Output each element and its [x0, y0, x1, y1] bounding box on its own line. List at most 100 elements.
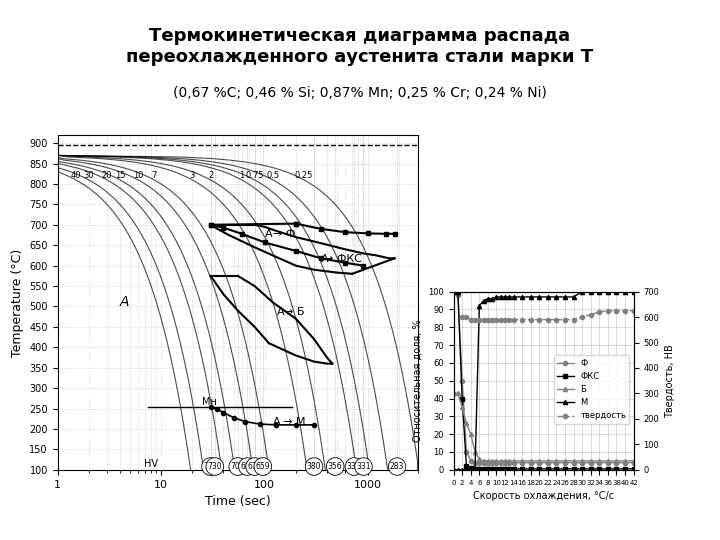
- Ф: [454, 292, 462, 299]
- твердость: [462, 314, 471, 320]
- М: [518, 294, 526, 300]
- Text: → М: → М: [283, 417, 305, 427]
- Ф: [603, 460, 612, 466]
- М: [467, 467, 475, 473]
- твердость: [612, 307, 621, 314]
- твердость: [526, 316, 535, 323]
- М: [535, 294, 544, 300]
- твердость: [475, 316, 484, 323]
- ФКС: [629, 465, 638, 472]
- Б: [518, 458, 526, 464]
- твердость: [586, 311, 595, 318]
- ФКС: [500, 465, 509, 472]
- Text: Термокинетическая диаграмма распада
переохлажденного аустенита стали марки Т: Термокинетическая диаграмма распада пере…: [127, 27, 593, 66]
- Text: 10: 10: [133, 171, 143, 180]
- Text: А: А: [120, 295, 130, 309]
- М: [544, 294, 552, 300]
- ФКС: [603, 465, 612, 472]
- М: [471, 467, 480, 473]
- Б: [621, 458, 629, 464]
- Ф: [612, 460, 621, 466]
- Ф: [621, 460, 629, 466]
- Ф: [496, 460, 505, 466]
- М: [595, 288, 603, 295]
- Y-axis label: Твердость, НВ: Твердость, НВ: [665, 344, 675, 417]
- Ф: [595, 460, 603, 466]
- Text: 30: 30: [84, 171, 94, 180]
- Б: [492, 458, 501, 464]
- твердость: [471, 316, 480, 323]
- М: [629, 288, 638, 295]
- ФКС: [509, 465, 518, 472]
- ФКС: [621, 465, 629, 472]
- ФКС: [480, 465, 488, 472]
- ФКС: [475, 465, 484, 472]
- Б: [552, 458, 561, 464]
- Text: 40: 40: [71, 171, 81, 180]
- Text: 356: 356: [328, 462, 343, 471]
- Ф: [480, 460, 488, 466]
- X-axis label: Скорость охлаждения, °С/с: Скорость охлаждения, °С/с: [473, 491, 614, 501]
- Б: [480, 458, 488, 464]
- М: [570, 294, 578, 300]
- Text: 7: 7: [151, 171, 157, 180]
- Б: [570, 458, 578, 464]
- Б: [603, 458, 612, 464]
- ФКС: [471, 465, 480, 472]
- М: [480, 297, 488, 303]
- твердость: [578, 314, 587, 320]
- твердость: [480, 316, 488, 323]
- Text: 0.75: 0.75: [246, 171, 264, 180]
- Ф: [462, 449, 471, 455]
- твердость: [488, 316, 497, 323]
- Ф: [570, 460, 578, 466]
- Ф: [492, 460, 501, 466]
- Y-axis label: Относительная доля, %: Относительная доля, %: [413, 319, 423, 442]
- ФКС: [454, 288, 462, 295]
- Ф: [586, 460, 595, 466]
- Text: 20: 20: [102, 171, 112, 180]
- твердость: [505, 316, 513, 323]
- М: [462, 467, 471, 473]
- М: [475, 302, 484, 309]
- ФКС: [492, 465, 501, 472]
- Y-axis label: Temperature (°C): Temperature (°C): [11, 248, 24, 356]
- Text: 2: 2: [208, 171, 213, 180]
- Text: Мн: Мн: [202, 397, 217, 407]
- Line: Б: Б: [451, 391, 636, 463]
- Б: [595, 458, 603, 464]
- М: [621, 288, 629, 295]
- ФКС: [552, 465, 561, 472]
- твердость: [467, 316, 475, 323]
- Text: 704: 704: [230, 462, 245, 471]
- твердость: [484, 316, 492, 323]
- М: [458, 467, 467, 473]
- ФКС: [496, 465, 505, 472]
- М: [496, 294, 505, 300]
- Ф: [484, 460, 492, 466]
- ФКС: [505, 465, 513, 472]
- Б: [496, 458, 505, 464]
- Б: [629, 458, 638, 464]
- М: [500, 294, 509, 300]
- М: [505, 294, 513, 300]
- Text: А: А: [276, 307, 284, 316]
- Б: [449, 390, 458, 396]
- твердость: [509, 316, 518, 323]
- М: [586, 288, 595, 295]
- ФКС: [586, 465, 595, 472]
- твердость: [544, 316, 552, 323]
- ФКС: [488, 465, 497, 472]
- ФКС: [467, 465, 475, 471]
- Ф: [505, 460, 513, 466]
- Text: (0,67 %C; 0,46 % Si; 0,87% Mn; 0,25 % Cr; 0,24 % Ni): (0,67 %C; 0,46 % Si; 0,87% Mn; 0,25 % Cr…: [173, 86, 547, 100]
- Б: [467, 431, 475, 437]
- Б: [586, 458, 595, 464]
- Б: [561, 458, 570, 464]
- твердость: [561, 316, 570, 323]
- твердость: [496, 316, 505, 323]
- Text: → Б: → Б: [284, 307, 305, 316]
- ФКС: [578, 465, 587, 472]
- Б: [578, 458, 587, 464]
- твердость: [500, 316, 509, 323]
